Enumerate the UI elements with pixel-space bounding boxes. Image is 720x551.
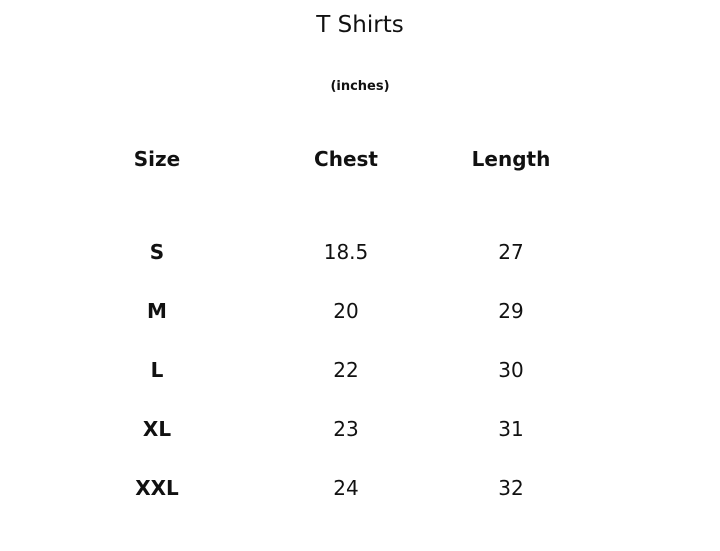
header-size: Size xyxy=(133,147,181,171)
length-cell: 30 xyxy=(498,358,524,382)
chest-cell: 18.5 xyxy=(323,240,369,264)
unit-label: (inches) xyxy=(330,79,390,94)
chest-cell: 22 xyxy=(333,358,359,382)
length-cell: 31 xyxy=(498,417,524,441)
chest-cell: 24 xyxy=(333,476,359,500)
chest-cell: 23 xyxy=(333,417,359,441)
size-cell: XL xyxy=(142,417,172,441)
length-cell: 29 xyxy=(498,299,524,323)
page-title: T Shirts xyxy=(316,12,404,38)
chest-cell: 20 xyxy=(333,299,359,323)
length-cell: 27 xyxy=(498,240,524,264)
size-cell: XXL xyxy=(135,476,179,500)
length-cell: 32 xyxy=(498,476,524,500)
size-cell: M xyxy=(147,299,167,323)
header-length: Length xyxy=(471,147,551,171)
size-cell: S xyxy=(149,240,165,264)
header-chest: Chest xyxy=(314,147,378,171)
size-cell: L xyxy=(150,358,164,382)
